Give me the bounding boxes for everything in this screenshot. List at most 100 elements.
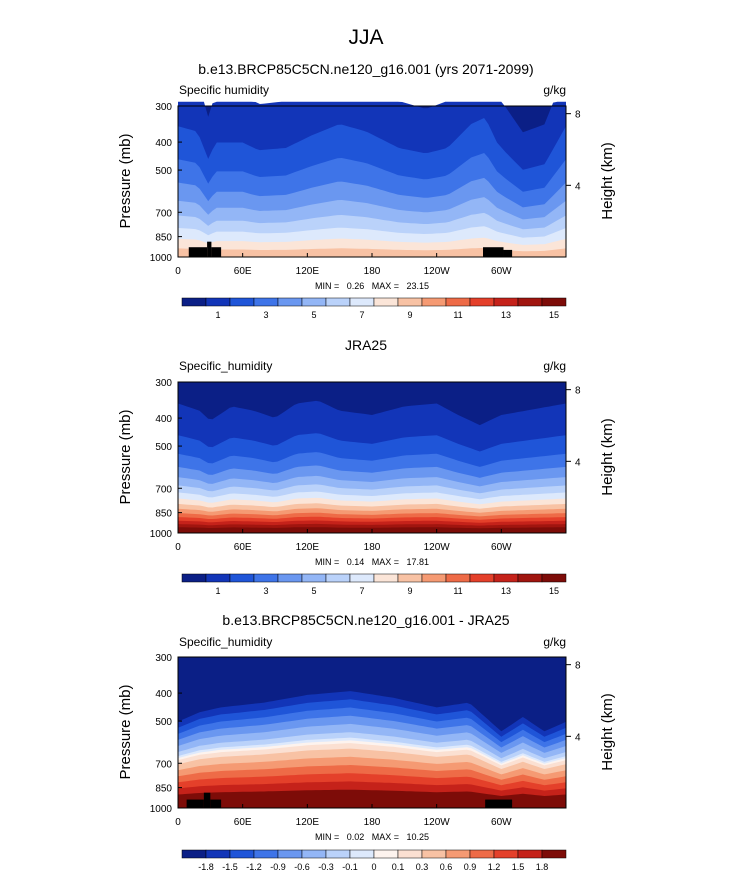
land-mask xyxy=(188,247,208,257)
min-max-stats: MIN = 0.02 MAX = 10.25 xyxy=(315,832,429,842)
colorbar-label: -1.5 xyxy=(222,862,238,872)
x-tick-label: 0 xyxy=(175,266,181,277)
colorbar-swatch xyxy=(277,297,303,307)
contour-band-9 xyxy=(178,247,566,257)
colorbar-swatch xyxy=(181,573,207,583)
colorbar-label: 13 xyxy=(501,310,511,320)
x-tick-label: 180 xyxy=(364,266,381,277)
panel-title: b.e13.BRCP85C5CN.ne120_g16.001 (yrs 2071… xyxy=(198,61,533,77)
colorbar-swatch xyxy=(349,297,375,307)
land-mask xyxy=(483,247,504,257)
y-axis-label: Pressure (mb) xyxy=(117,133,134,228)
x-tick-label: 60W xyxy=(491,542,512,553)
y-tick-label: 500 xyxy=(155,442,172,453)
colorbar-swatch xyxy=(421,849,447,859)
colorbar-swatch xyxy=(253,297,279,307)
colorbar-label: -1.8 xyxy=(198,862,214,872)
units-label: g/kg xyxy=(543,359,566,373)
colorbar-swatch xyxy=(301,297,327,307)
colorbar-label: 7 xyxy=(359,586,364,596)
y-tick-label: 300 xyxy=(155,653,172,664)
land-mask xyxy=(203,792,211,808)
y-axis-label: Pressure (mb) xyxy=(117,684,134,779)
variable-label: Specific_humidity xyxy=(179,635,272,649)
x-tick-label: 120W xyxy=(424,266,451,277)
colorbar-swatch xyxy=(397,573,423,583)
colorbar-swatch xyxy=(253,573,279,583)
colorbar-swatch xyxy=(541,573,567,583)
x-tick-label: 60W xyxy=(491,266,512,277)
colorbar-label: 0 xyxy=(371,862,376,872)
colorbar-label: 0.9 xyxy=(464,862,477,872)
colorbar-swatch xyxy=(325,849,351,859)
colorbar-swatch xyxy=(349,573,375,583)
colorbar-swatch xyxy=(373,849,399,859)
panel-projection: b.e13.BRCP85C5CN.ne120_g16.001 (yrs 2071… xyxy=(117,61,616,320)
colorbar-swatch xyxy=(397,849,423,859)
colorbar-label: 1 xyxy=(215,586,220,596)
figure-title: JJA xyxy=(348,26,383,49)
colorbar-swatch xyxy=(373,297,399,307)
x-tick-label: 60E xyxy=(234,542,252,553)
x-tick-label: 180 xyxy=(364,542,381,553)
y-tick-label: 400 xyxy=(155,689,172,700)
units-label: g/kg xyxy=(543,83,566,97)
colorbar-swatch xyxy=(349,849,375,859)
colorbar-label: -1.2 xyxy=(246,862,262,872)
colorbar-label: 1.2 xyxy=(488,862,501,872)
y-axis-label: Pressure (mb) xyxy=(117,409,134,504)
colorbar-label: 11 xyxy=(453,586,462,596)
colorbar-label: -0.6 xyxy=(294,862,310,872)
colorbar-swatch xyxy=(301,573,327,583)
land-mask xyxy=(211,247,222,257)
colorbar-swatch xyxy=(469,297,495,307)
x-tick-label: 60W xyxy=(491,817,512,828)
colorbar-label: 9 xyxy=(407,586,412,596)
colorbar-swatch xyxy=(469,573,495,583)
colorbar-swatch xyxy=(445,849,471,859)
colorbar-swatch xyxy=(445,297,471,307)
colorbar-swatch xyxy=(301,849,327,859)
colorbar: 1 3 5 7 9 11 13 15 xyxy=(181,573,567,596)
colorbar-swatch xyxy=(517,573,543,583)
variable-label: Specific_humidity xyxy=(179,359,272,373)
land-mask xyxy=(207,241,212,257)
y-axis-right-label: Height (km) xyxy=(599,418,616,496)
y-right-tick-label: 8 xyxy=(575,661,581,672)
panel-reanalysis: JRA25 Specific_humidity g/kg 30040050070… xyxy=(117,337,616,596)
panel-title: b.e13.BRCP85C5CN.ne120_g16.001 - JRA25 xyxy=(222,612,509,628)
colorbar-swatch xyxy=(397,297,423,307)
y-right-tick-label: 8 xyxy=(575,110,581,121)
colorbar-swatch xyxy=(229,573,255,583)
y-tick-label: 300 xyxy=(155,102,172,113)
y-tick-label: 300 xyxy=(155,378,172,389)
y-tick-label: 400 xyxy=(155,138,172,149)
contour-band-1.8 xyxy=(178,789,566,808)
y-right-tick-label: 8 xyxy=(575,386,581,397)
colorbar-swatch xyxy=(277,573,303,583)
colorbar-swatch xyxy=(205,849,231,859)
y-tick-label: 1000 xyxy=(150,253,173,264)
heatmap-field xyxy=(178,382,566,533)
y-right-tick-label: 4 xyxy=(575,732,581,743)
colorbar-label: 13 xyxy=(501,586,511,596)
x-tick-label: 120E xyxy=(296,817,320,828)
y-tick-label: 700 xyxy=(155,484,172,495)
colorbar-label: 11 xyxy=(453,310,462,320)
colorbar-swatch xyxy=(205,573,231,583)
colorbar-swatch xyxy=(229,849,255,859)
colorbar-label: 0.1 xyxy=(392,862,405,872)
colorbar-label: 1 xyxy=(215,310,220,320)
y-tick-label: 1000 xyxy=(150,529,173,540)
y-axis-right-label: Height (km) xyxy=(599,142,616,220)
colorbar-swatch xyxy=(181,297,207,307)
land-mask xyxy=(186,799,204,808)
heatmap-field xyxy=(178,657,566,808)
x-tick-label: 120E xyxy=(296,266,320,277)
colorbar-swatch xyxy=(517,297,543,307)
variable-label: Specific humidity xyxy=(179,83,269,97)
colorbar-label: 7 xyxy=(359,310,364,320)
colorbar-swatch xyxy=(253,849,279,859)
land-mask xyxy=(503,249,513,257)
